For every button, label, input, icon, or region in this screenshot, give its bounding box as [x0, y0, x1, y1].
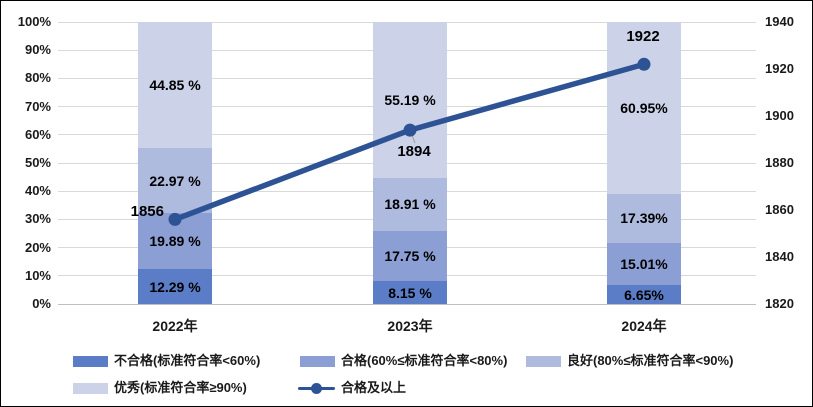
legend-label: 合格(60%≤标准符合率<80%)	[341, 353, 508, 368]
line-legend-marker-icon	[298, 382, 335, 394]
y-axis-tick-label: 100%	[17, 14, 51, 29]
x-axis-label: 2022年	[152, 318, 198, 334]
legend-label: 优秀(标准符合率≥90%)	[114, 380, 247, 395]
y-axis-tick-label: 60%	[24, 126, 51, 142]
legend-item-bar-series: 优秀(标准符合率≥90%)	[73, 380, 247, 396]
bar-segment-label: 17.75 %	[384, 247, 436, 264]
y-axis-tick-label: 30%	[24, 211, 51, 227]
secondary-axis-tick-label: 1820	[765, 296, 794, 311]
line-data-label: 1856	[130, 203, 164, 221]
legend-item-bar-series: 不合格(标准符合率<60%)	[73, 353, 260, 369]
bar-segment-label: 18.91 %	[384, 196, 436, 213]
y-axis-tick-label: 40%	[24, 183, 51, 199]
legend-swatch-icon	[300, 355, 335, 367]
bar-segment-label: 60.95%	[620, 99, 668, 116]
y-axis-tick-label: 20%	[24, 239, 51, 255]
y-axis-tick-label: 10%	[24, 267, 51, 283]
y-axis-tick-label: 90%	[24, 42, 51, 58]
x-axis-label: 2024年	[621, 318, 667, 334]
legend-swatch-icon	[73, 382, 108, 394]
legend-label: 合格及以上	[341, 380, 407, 395]
legend-dot-icon	[311, 382, 322, 394]
secondary-axis-tick-label: 1840	[765, 249, 794, 264]
bar-segment-label: 15.01%	[620, 256, 668, 273]
bar-segment	[138, 269, 212, 304]
legend-item-line-series: 合格及以上	[298, 380, 406, 396]
legend-label: 良好(80%≤标准符合率<90%)	[567, 353, 734, 368]
legend-item-bar-series: 合格(60%≤标准符合率<80%)	[300, 353, 507, 369]
bar-segment-label: 6.65%	[624, 286, 664, 303]
secondary-axis-tick-label: 1860	[765, 202, 794, 217]
y-axis-tick-label: 0%	[32, 296, 51, 311]
bar-segment-label: 44.85 %	[149, 77, 201, 94]
secondary-axis-tick-label: 1900	[765, 108, 794, 123]
bar-segment-label: 17.39%	[620, 210, 668, 227]
line-data-label: 1894	[397, 143, 431, 161]
gridline	[58, 303, 756, 305]
legend-item-bar-series: 良好(80%≤标准符合率<90%)	[526, 353, 733, 369]
y-axis-tick-label: 70%	[24, 98, 51, 114]
line-data-label: 1922	[626, 28, 660, 46]
y-axis-tick-label: 80%	[24, 70, 51, 86]
bar-segment	[373, 281, 447, 304]
bar-segment-label: 22.97 %	[149, 172, 201, 189]
bar-segment-label: 55.19 %	[384, 91, 436, 108]
secondary-axis-tick-label: 1880	[765, 155, 794, 170]
bar-segment-label: 8.15 %	[388, 284, 432, 301]
secondary-axis-tick-label: 1940	[765, 14, 794, 29]
bar-segment	[607, 242, 681, 286]
bar-segment-label: 19.89 %	[149, 233, 201, 250]
bar-segment-label: 12.29 %	[149, 278, 201, 295]
legend-swatch-icon	[73, 355, 108, 367]
legend-label: 不合格(标准符合率<60%)	[114, 353, 261, 368]
y-axis-tick-label: 50%	[24, 155, 51, 170]
secondary-axis-tick-label: 1920	[765, 61, 794, 76]
x-axis-label: 2023年	[387, 318, 433, 334]
bar-segment	[607, 285, 681, 304]
bar-segment	[373, 230, 447, 281]
legend-swatch-icon	[526, 355, 561, 367]
